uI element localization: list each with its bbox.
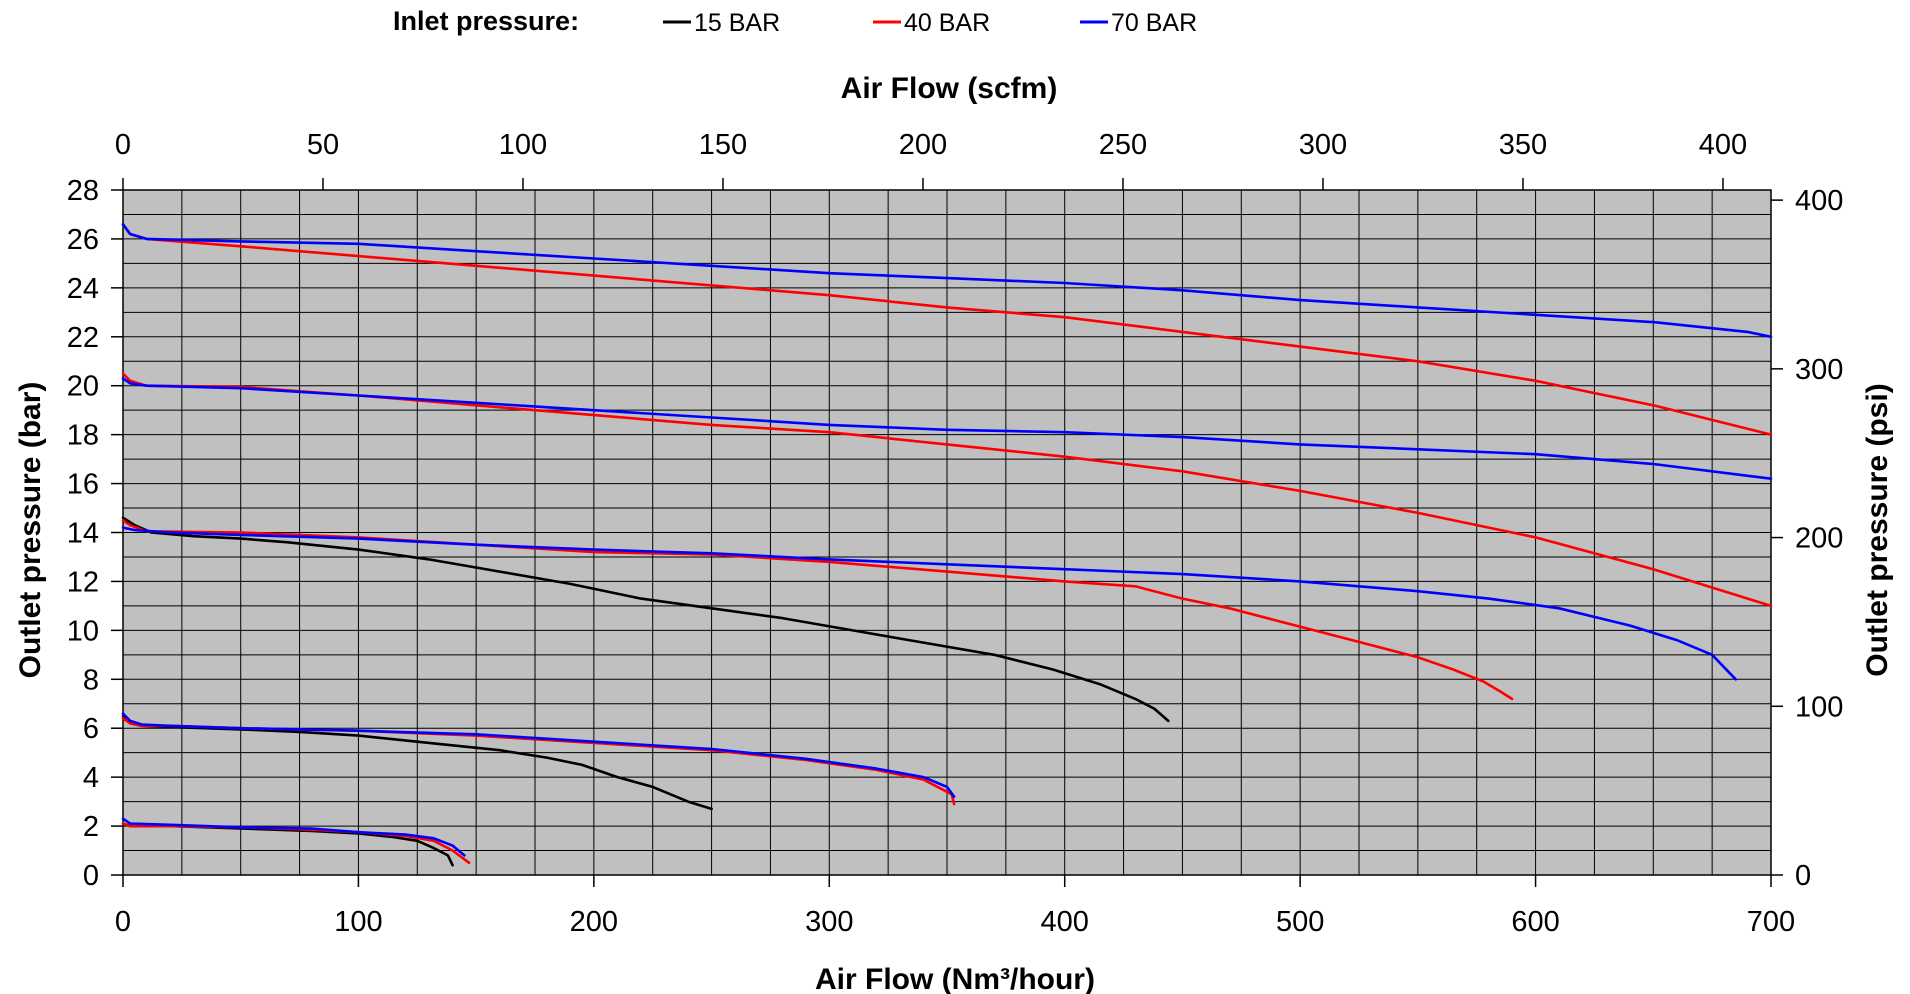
series-line-70-bar-curve-2 (121, 712, 956, 799)
y-left-tick-label: 4 (83, 762, 99, 794)
series-layer (121, 223, 1773, 867)
y-right-tick-label: 200 (1795, 523, 1843, 555)
x-bottom-tick-label: 100 (334, 906, 382, 938)
series-70-bar (121, 223, 1773, 857)
y-left-tick-label: 6 (83, 713, 99, 745)
x-top-tick-label: 400 (1699, 129, 1747, 161)
series-line-40-bar-curve-5 (121, 223, 1773, 436)
x-top-tick-label: 200 (899, 129, 947, 161)
legend-label: 15 BAR (694, 9, 780, 37)
y-left-tick-label: 16 (67, 469, 99, 501)
y-left-tick-label: 26 (67, 224, 99, 256)
y-left-tick-label: 22 (67, 322, 99, 354)
y-left-tick-label: 12 (67, 566, 99, 598)
y-left-tick-label: 24 (67, 273, 99, 305)
legend: Inlet pressure: 15 BAR 40 BAR 70 BAR (393, 6, 1197, 37)
x-top-tick-label: 350 (1499, 129, 1547, 161)
x-top-tick-label: 100 (499, 129, 547, 161)
x-axis-top-title: Air Flow (scfm) (841, 72, 1058, 105)
y-left-tick-label: 0 (83, 860, 99, 892)
legend-label: 40 BAR (904, 9, 990, 37)
series-line-40-bar-curve-3 (121, 518, 1514, 701)
x-top-tick-label: 150 (699, 129, 747, 161)
x-bottom-tick-label: 600 (1511, 906, 1559, 938)
y-right-tick-label: 300 (1795, 354, 1843, 386)
y-right-tick-label: 0 (1795, 860, 1811, 892)
series-line-70-bar-curve-3 (121, 526, 1737, 681)
series-line-15-bar-curve-3 (121, 516, 1170, 723)
y-left-tick-label: 14 (67, 518, 99, 550)
y-right-tick-label: 400 (1795, 185, 1843, 217)
y-left-tick-label: 18 (67, 420, 99, 452)
x-top-tick-label: 50 (307, 129, 339, 161)
series-line-70-bar-curve-4 (121, 377, 1773, 481)
series-line-70-bar-curve-1 (121, 817, 466, 857)
y-left-tick-label: 10 (67, 615, 99, 647)
y-axis-right-title: Outlet pressure (psi) (1861, 383, 1894, 676)
y-left-tick-label: 8 (83, 664, 99, 696)
x-top-tick-label: 250 (1099, 129, 1147, 161)
x-bottom-tick-label: 400 (1041, 906, 1089, 938)
x-axis-bottom-title: Air Flow (Nm³/hour) (815, 963, 1095, 994)
series-line-70-bar-curve-5 (121, 223, 1773, 339)
x-bottom-tick-label: 300 (805, 906, 853, 938)
legend-title: Inlet pressure: (393, 6, 579, 36)
y-axis-left-title: Outlet pressure (bar) (14, 382, 47, 679)
x-bottom-tick-label: 200 (570, 906, 618, 938)
y-left-tick-label: 28 (67, 175, 99, 207)
x-bottom-tick-label: 700 (1747, 906, 1795, 938)
y-right-tick-label: 100 (1795, 691, 1843, 723)
x-bottom-tick-label: 0 (115, 906, 131, 938)
y-left-tick-label: 2 (83, 811, 99, 843)
x-top-tick-label: 0 (115, 129, 131, 161)
x-top-tick-label: 300 (1299, 129, 1347, 161)
legend-label: 70 BAR (1111, 9, 1197, 37)
y-left-tick-label: 20 (67, 371, 99, 403)
x-bottom-tick-label: 500 (1276, 906, 1324, 938)
grid (123, 190, 1771, 875)
